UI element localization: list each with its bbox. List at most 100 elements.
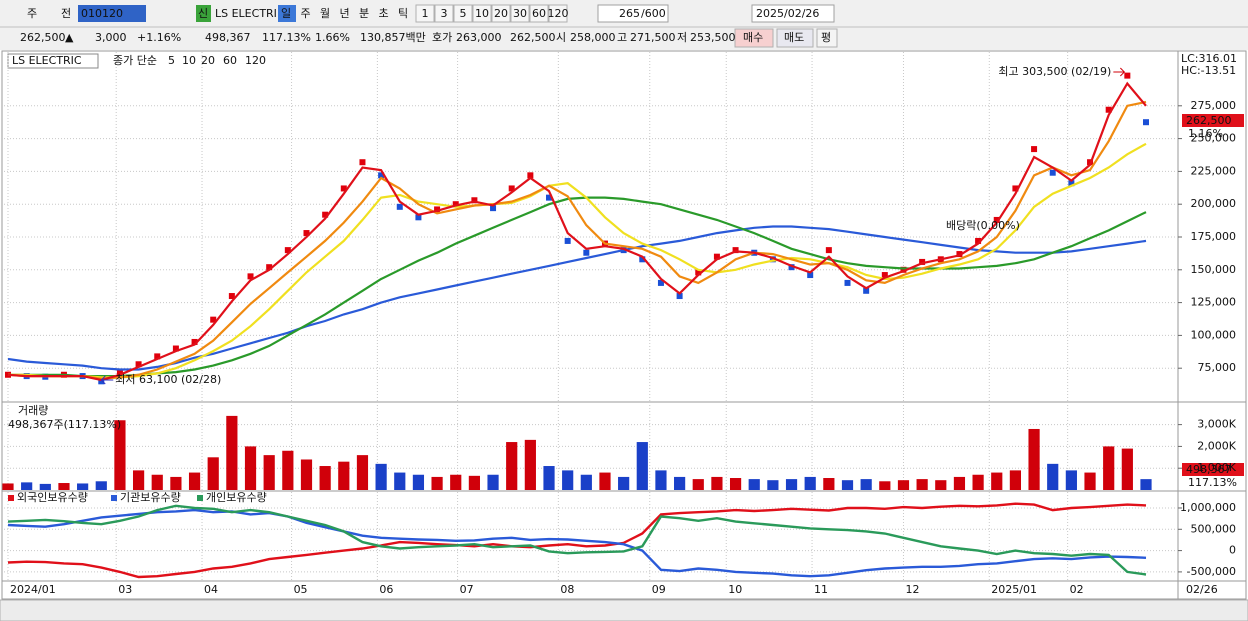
volume-bar	[692, 479, 704, 490]
name: LS ELECTRI	[215, 7, 277, 20]
x-tick-label: 07	[460, 583, 474, 596]
candle	[434, 206, 441, 213]
series-line	[8, 142, 1147, 379]
day-button[interactable]	[278, 5, 296, 22]
candle	[116, 369, 123, 376]
candle	[546, 194, 553, 201]
volume-bar	[711, 476, 723, 490]
candle	[228, 293, 235, 300]
x-tick-label: 04	[204, 583, 218, 596]
hc-label: HC:-13.51	[1181, 64, 1236, 77]
panel-info: 498,367주(117.13%)	[8, 418, 121, 431]
avg-button[interactable]	[816, 28, 838, 48]
candle	[340, 185, 347, 192]
chart-title: LS ELECTRIC	[12, 54, 82, 67]
last-volume: 498,367	[1186, 463, 1232, 476]
quote-high: 271,500	[630, 31, 676, 44]
series-line	[7, 81, 1147, 382]
volume-bar	[935, 480, 947, 490]
candle	[527, 172, 534, 179]
x-tick-label: 08	[560, 583, 574, 596]
quote-turnover: 1.66%	[315, 31, 350, 44]
date-input[interactable]	[751, 4, 835, 23]
y-tick-label: 1,000,000	[1180, 501, 1236, 514]
count-label: 60	[532, 7, 546, 20]
volume-bar	[114, 420, 126, 490]
legend-item: 개인보유수량	[206, 491, 267, 504]
candle	[863, 287, 870, 294]
count-button	[415, 4, 435, 23]
quote-open-label: 시	[556, 31, 566, 44]
sell-button[interactable]	[776, 28, 814, 48]
quote-sell: 매도	[784, 31, 804, 44]
y-tick-label: 100,000	[1191, 328, 1237, 341]
series-line	[7, 508, 1147, 578]
candle	[284, 247, 291, 254]
candle	[471, 197, 478, 204]
candle	[583, 249, 590, 256]
candle	[1049, 169, 1056, 176]
candle	[975, 237, 982, 244]
interval-button: 초	[379, 7, 389, 20]
volume-bar	[543, 466, 555, 490]
candle	[266, 264, 273, 271]
volume-bar	[300, 459, 313, 490]
candle	[396, 203, 403, 210]
y-tick-label: -500,000	[1187, 565, 1236, 578]
candle	[322, 211, 329, 218]
candle	[956, 251, 963, 258]
volume-bar	[972, 474, 984, 490]
interval-button: 틱	[398, 7, 408, 20]
quote-amount: 130,857백만	[360, 31, 426, 44]
candle	[490, 205, 497, 212]
volume-bar	[636, 442, 648, 490]
volume-bar	[860, 479, 872, 490]
chart-frame	[1, 50, 1247, 600]
interval-button: 년	[340, 7, 350, 20]
volume-bar	[263, 455, 275, 490]
volume-bar	[188, 472, 201, 490]
new-button[interactable]	[196, 5, 211, 22]
last-price: 262,500	[1186, 114, 1232, 127]
scrollbar[interactable]	[0, 599, 1248, 621]
volume-bar	[599, 472, 611, 490]
x-tick-label: 10	[728, 583, 742, 596]
volume-bar	[879, 481, 891, 490]
y-tick-label: 225,000	[1191, 164, 1237, 177]
x-tick-label: 02	[1070, 583, 1084, 596]
buy-button[interactable]	[734, 28, 774, 48]
high-note: 최고 303,500 (02/19)	[998, 65, 1111, 78]
legend-item: 60	[223, 54, 237, 67]
volume-bar	[1065, 470, 1077, 490]
legend-swatch	[8, 495, 14, 501]
interval-button: 주	[301, 7, 311, 20]
volume-bar	[524, 439, 536, 490]
current-date: 02/26	[1186, 583, 1218, 596]
candle	[713, 253, 720, 260]
interval-button: 월	[320, 7, 330, 20]
candle	[769, 256, 776, 263]
lc-label: LC:316.01	[1181, 52, 1237, 65]
last-volume-box	[1182, 463, 1244, 476]
dividend-note: 배당락(0.00%)	[946, 219, 1020, 232]
volume-bar	[151, 474, 163, 490]
candle	[1031, 146, 1038, 153]
count-input[interactable]	[597, 4, 669, 23]
candle	[657, 279, 664, 286]
code-input[interactable]	[78, 5, 146, 22]
y-tick-label: 125,000	[1191, 296, 1237, 309]
candle	[695, 269, 702, 276]
volume-bar	[21, 482, 33, 490]
count-button	[529, 4, 549, 23]
volume-bar	[58, 483, 70, 490]
volume-bar	[77, 483, 89, 490]
volume-bar	[841, 480, 854, 490]
series-line	[7, 504, 1147, 576]
volume-bar	[226, 415, 238, 490]
legend-item: 기관보유수량	[120, 491, 181, 504]
volume-bar	[562, 470, 574, 490]
candle	[247, 273, 254, 280]
visible-count: 265	[619, 7, 640, 20]
quote-change-pct: +1.16%	[137, 31, 181, 44]
